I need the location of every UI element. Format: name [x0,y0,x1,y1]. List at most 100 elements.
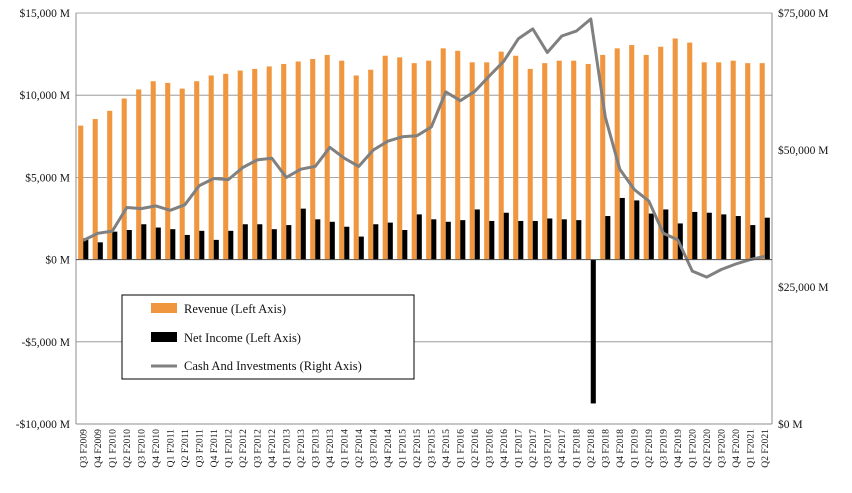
revenue-bar [266,66,272,260]
net-income-bar [184,234,190,260]
revenue-bar [78,125,84,260]
x-tick-label: Q2 F2021 [760,429,771,468]
revenue-bar [585,63,591,260]
x-tick-label: Q2 F2011 [180,429,191,467]
revenue-bar [107,110,113,260]
revenue-bar [179,88,185,260]
x-tick-label: Q1 F2019 [629,429,640,468]
net-income-bar [112,231,118,260]
net-income-bar [300,208,306,260]
revenue-bar [629,45,635,260]
x-tick-label: Q1 F2017 [513,429,524,468]
legend-label-net-income: Net Income (Left Axis) [184,331,301,345]
revenue-bar [701,62,707,260]
revenue-bar [121,98,127,260]
x-tick-label: Q3 F2011 [194,429,205,467]
revenue-bar [237,70,243,260]
x-tick-label: Q3 F2017 [542,429,553,468]
net-income-bar [576,220,582,260]
legend-label-revenue: Revenue (Left Axis) [184,302,286,316]
x-tick-label: Q4 F2013 [325,429,336,468]
revenue-bar [92,119,98,260]
net-income-bar [634,200,640,260]
right-tick-label: $25,000 M [778,281,828,294]
net-income-bar [706,212,712,260]
right-tick-label: $75,000 M [778,7,828,20]
x-tick-label: Q3 F2012 [252,429,263,468]
x-tick-label: Q2 F2012 [238,429,249,468]
net-income-bar [590,259,596,404]
net-income-bar [605,216,611,260]
net-income-bar [141,224,147,260]
x-tick-label: Q1 F2014 [339,429,350,468]
bars-group [78,38,770,404]
net-income-bar [764,217,770,260]
revenue-bar [440,48,446,260]
left-tick-label: $10,000 M [20,89,70,102]
x-tick-label: Q4 F2020 [731,429,742,468]
net-income-bar [532,220,538,260]
x-tick-label: Q3 F2020 [716,429,727,468]
revenue-bar [353,75,359,260]
x-tick-label: Q1 F2013 [281,429,292,468]
x-tick-label: Q1 F2016 [455,429,466,468]
x-tick-label: Q3 F2009 [78,429,89,468]
x-tick-label: Q2 F2017 [528,429,539,468]
net-income-bar [242,224,248,260]
revenue-bar [643,54,649,260]
x-tick-label: Q1 F2020 [687,429,698,468]
x-tick-label: Q2 F2010 [122,429,133,468]
revenue-bar [527,68,533,260]
revenue-bar [498,51,504,260]
x-tick-label: Q1 F2018 [571,429,582,468]
legend-label-cash: Cash And Investments (Right Axis) [184,359,362,373]
right-tick-label: $0 M [778,418,803,431]
x-tick-label: Q4 F2014 [383,429,394,468]
revenue-bar [542,63,548,260]
revenue-bar [397,57,403,260]
net-income-bar [402,230,408,260]
x-tick-label: Q3 F2016 [484,429,495,468]
x-tick-label: Q4 F2016 [499,429,510,468]
left-tick-label: $5,000 M [25,171,70,184]
revenue-bar [339,60,345,260]
net-income-bar [271,229,277,260]
revenue-bar [411,63,417,260]
x-tick-label: Q2 F2020 [702,429,713,468]
net-income-bar [721,214,727,260]
net-income-bar [460,220,466,260]
net-income-bar [358,236,364,260]
net-income-bar [329,221,335,260]
revenue-bar [614,48,620,260]
legend-swatch-net-income [151,332,177,342]
net-income-bar [677,223,683,260]
x-tick-label: Q4 F2011 [209,429,220,467]
x-tick-label: Q3 F2015 [426,429,437,468]
net-income-bar [170,229,176,260]
revenue-bar [223,73,229,260]
x-tick-label: Q2 F2019 [644,429,655,468]
x-tick-label: Q4 F2019 [673,429,684,468]
legend: Revenue (Left Axis) Net Income (Left Axi… [121,294,415,380]
revenue-bar [469,62,475,260]
revenue-bar [658,46,664,260]
x-tick-label: Q4 F2018 [615,429,626,468]
axes [75,13,773,425]
revenue-bar [165,82,171,260]
net-income-bar [155,227,161,260]
revenue-bar [455,50,461,260]
x-tick-label: Q1 F2021 [745,429,756,468]
x-tick-label: Q1 F2012 [223,429,234,468]
revenue-bar [150,81,156,260]
revenue-bar [556,60,562,260]
x-tick-label: Q3 F2010 [136,429,147,468]
revenue-bar [759,63,765,260]
net-income-bar [228,230,234,260]
net-income-bar [619,197,625,260]
left-tick-label: -$5,000 M [21,336,70,349]
revenue-bar [281,63,287,260]
x-tick-label: Q2 F2015 [412,429,423,468]
net-income-bar [431,219,437,260]
net-income-bar [126,230,132,260]
